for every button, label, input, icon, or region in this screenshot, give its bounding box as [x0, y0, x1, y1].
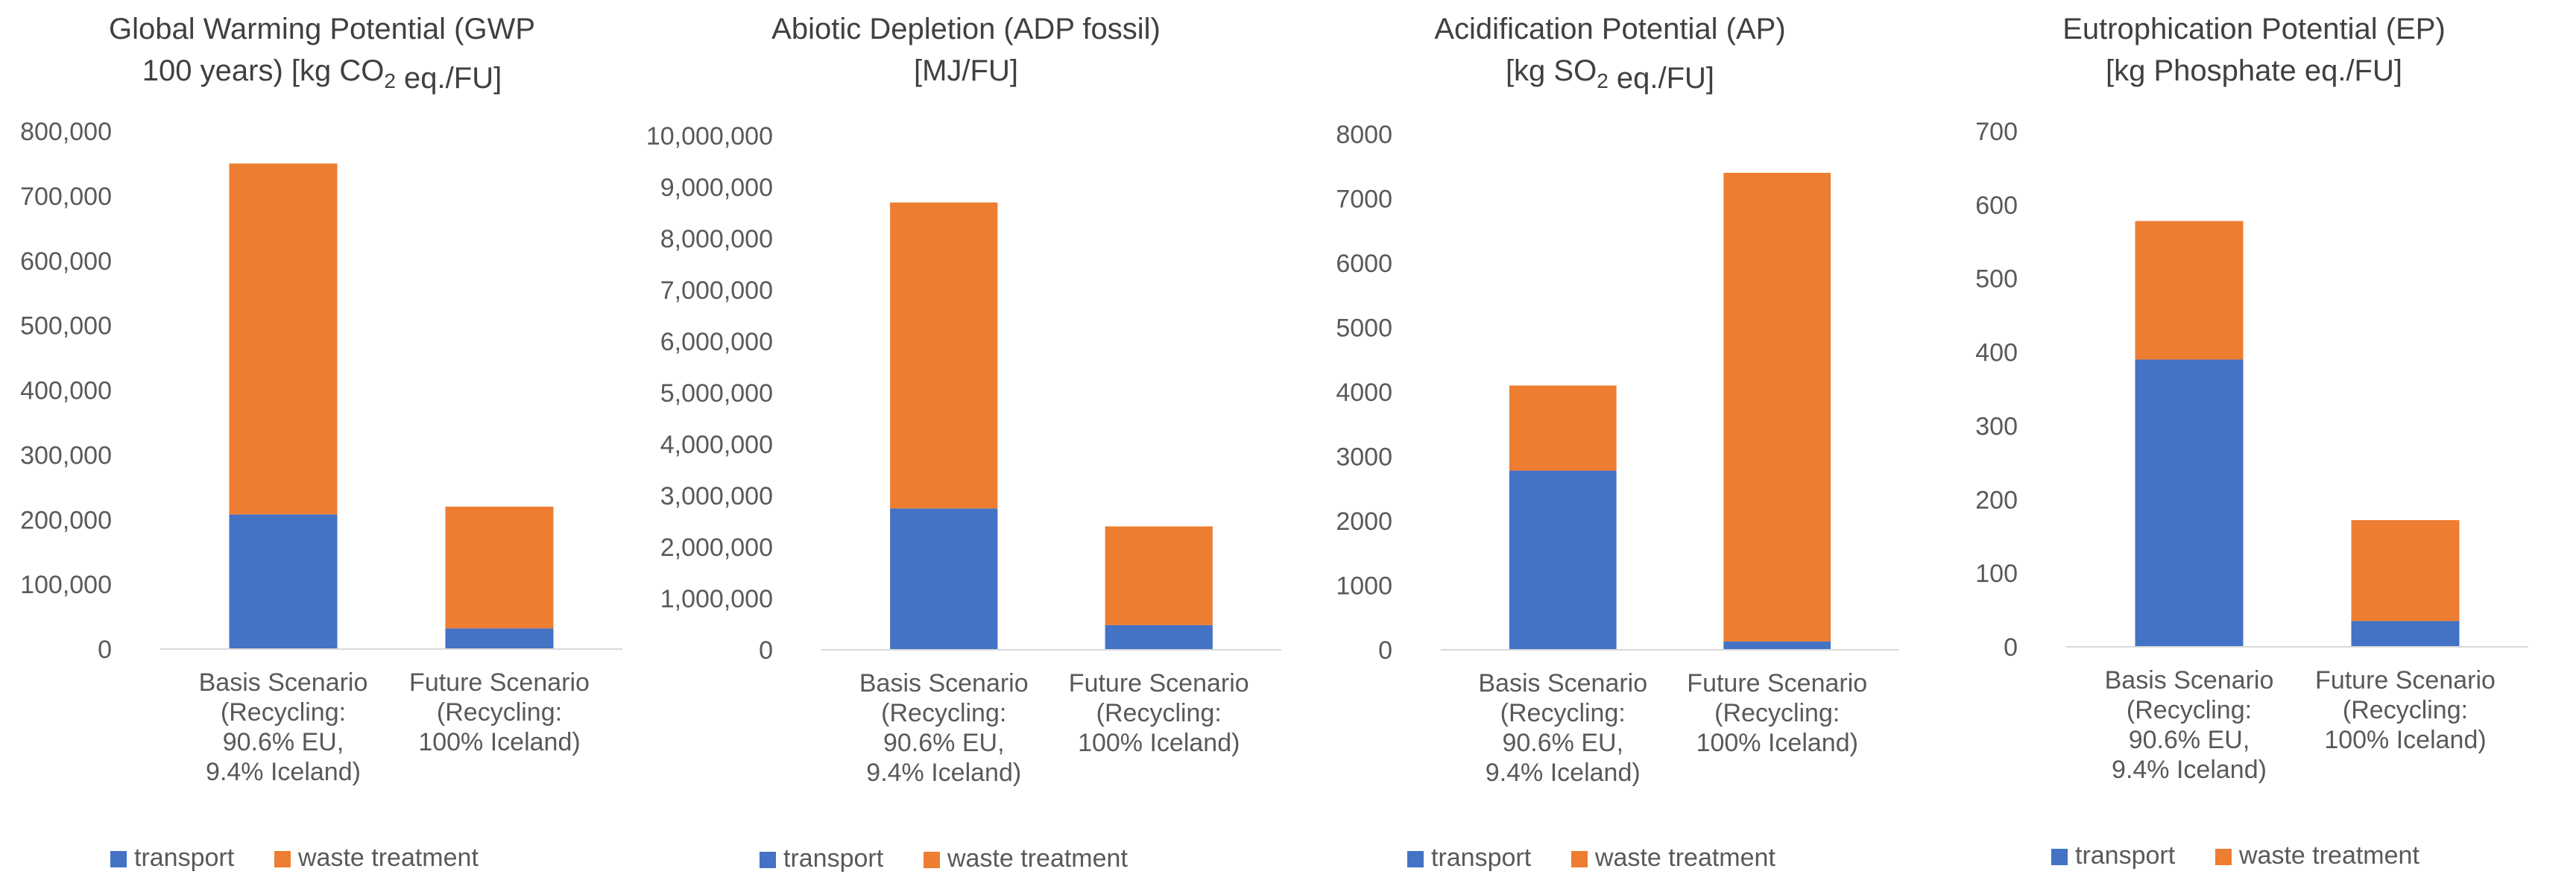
- y-tick-label: 2000: [1336, 507, 1392, 536]
- bar-segment-waste-treatment: [1509, 385, 1617, 471]
- y-tick-label: 400,000: [20, 377, 112, 405]
- legend-label: transport: [783, 844, 884, 873]
- bar-segment-transport: [229, 514, 338, 649]
- y-tick-label: 6000: [1336, 250, 1392, 278]
- y-tick-label: 100,000: [20, 571, 112, 599]
- legend-swatch: [274, 851, 291, 867]
- chart-title-line: Eutrophication Potential (EP): [2062, 13, 2446, 45]
- y-tick-label: 600,000: [20, 247, 112, 276]
- y-tick-label: 1,000,000: [660, 585, 773, 613]
- y-tick-label: 200: [1975, 486, 2018, 514]
- chart-ap-svg: Acidification Potential (AP) [kg SO2 eq./…: [1336, 13, 1899, 872]
- y-tick-label: 5,000,000: [660, 379, 773, 408]
- legend-swatch: [1407, 851, 1424, 867]
- legend-label: transport: [1431, 844, 1532, 872]
- y-tick-label: 700,000: [20, 183, 112, 211]
- y-tick-label: 600: [1975, 192, 2018, 220]
- y-tick-label: 300: [1975, 412, 2018, 440]
- chart-title-line: Global Warming Potential (GWP: [109, 13, 535, 45]
- y-tick-label: 800,000: [20, 118, 112, 146]
- y-tick-label: 3000: [1336, 443, 1392, 472]
- y-tick-label: 9,000,000: [660, 174, 773, 202]
- legend-swatch: [760, 852, 776, 868]
- bar-segment-waste-treatment: [2135, 221, 2244, 360]
- bar-segment-transport: [1105, 624, 1213, 650]
- chart-title-line: [kg Phosphate eq./FU]: [2106, 54, 2402, 87]
- chart-ap: Acidification Potential (AP) [kg SO2 eq./…: [1288, 0, 1932, 892]
- chart-adp: Abiotic Depletion (ADP fossil) [MJ/FU] 0 1,…: [644, 0, 1288, 892]
- category-label: Basis Scenario (Recycling: 90.6% EU, 9.4% I…: [1478, 669, 1647, 787]
- bar-segment-waste-treatment: [2351, 519, 2460, 621]
- y-tick-label: 0: [1378, 636, 1392, 665]
- y-tick-label: 6,000,000: [660, 328, 773, 356]
- chart-ep-svg: Eutrophication Potential (EP) [kg Phospha…: [1975, 13, 2528, 870]
- y-tick-label: 400: [1975, 339, 2018, 367]
- y-tick-label: 0: [2004, 633, 2018, 662]
- y-tick-label: 700: [1975, 118, 2018, 146]
- y-tick-label: 0: [759, 636, 773, 665]
- y-tick-label: 1000: [1336, 572, 1392, 601]
- y-tick-label: 7000: [1336, 186, 1392, 214]
- bar-segment-transport: [2351, 621, 2460, 647]
- legend-swatch: [2215, 849, 2232, 865]
- chart-title-line: 100 years) [kg CO2 eq./FU]: [142, 54, 502, 95]
- y-tick-label: 300,000: [20, 441, 112, 469]
- y-tick-label: 500,000: [20, 312, 112, 341]
- legend-label: transport: [134, 844, 235, 872]
- category-label: Future Scenario (Recycling: 100% Iceland): [2315, 666, 2496, 754]
- legend-label: waste treatment: [2238, 841, 2419, 870]
- bar-segment-transport: [2135, 359, 2244, 647]
- legend-swatch: [1571, 851, 1588, 867]
- y-tick-label: 500: [1975, 265, 2018, 294]
- y-tick-label: 10,000,000: [646, 122, 773, 151]
- legend-swatch: [924, 852, 940, 868]
- legend-label: waste treatment: [947, 844, 1128, 873]
- y-tick-label: 2,000,000: [660, 534, 773, 562]
- bar-segment-waste-treatment: [890, 202, 998, 509]
- category-label: Future Scenario (Recycling: 100% Iceland): [409, 668, 590, 756]
- bar-segment-transport: [890, 508, 998, 650]
- legend-swatch: [110, 851, 127, 867]
- chart-title-line: Acidification Potential (AP): [1434, 13, 1785, 45]
- chart-title-line: Abiotic Depletion (ADP fossil): [771, 13, 1161, 45]
- y-tick-label: 8,000,000: [660, 225, 773, 253]
- category-label: Basis Scenario (Recycling: 90.6% EU, 9.4% I…: [199, 668, 368, 786]
- y-tick-label: 4,000,000: [660, 431, 773, 459]
- chart-gwp: Global Warming Potential (GWP 100 years) …: [0, 0, 644, 892]
- legend-label: waste treatment: [297, 844, 479, 872]
- bar-segment-transport: [1509, 470, 1617, 650]
- y-tick-label: 200,000: [20, 506, 112, 534]
- y-tick-label: 100: [1975, 560, 2018, 588]
- chart-adp-svg: Abiotic Depletion (ADP fossil) [MJ/FU] 0 1,…: [646, 13, 1281, 873]
- chart-gwp-svg: Global Warming Potential (GWP 100 years) …: [20, 13, 622, 872]
- chart-title-line: [MJ/FU]: [914, 54, 1018, 87]
- category-label: Basis Scenario (Recycling: 90.6% EU, 9.4% I…: [2105, 666, 2274, 784]
- y-tick-label: 0: [98, 636, 112, 664]
- bar-segment-transport: [445, 628, 554, 649]
- legend-label: waste treatment: [1594, 844, 1775, 872]
- category-label: Basis Scenario (Recycling: 90.6% EU, 9.4% I…: [859, 669, 1029, 787]
- y-tick-label: 8000: [1336, 121, 1392, 149]
- y-tick-label: 7,000,000: [660, 276, 773, 305]
- bar-segment-waste-treatment: [229, 163, 338, 515]
- y-tick-label: 5000: [1336, 314, 1392, 343]
- chart-title-line: [kg SO2 eq./FU]: [1506, 54, 1714, 95]
- chart-ep: Eutrophication Potential (EP) [kg Phospha…: [1932, 0, 2576, 892]
- bar-segment-waste-treatment: [1723, 172, 1831, 642]
- y-tick-label: 4000: [1336, 379, 1392, 407]
- bar-segment-waste-treatment: [445, 506, 554, 629]
- legend-swatch: [2051, 849, 2068, 865]
- legend-label: transport: [2075, 841, 2176, 870]
- y-tick-label: 3,000,000: [660, 482, 773, 510]
- bar-segment-waste-treatment: [1105, 526, 1213, 625]
- category-label: Future Scenario (Recycling: 100% Iceland): [1687, 669, 1867, 757]
- category-label: Future Scenario (Recycling: 100% Iceland): [1069, 669, 1249, 757]
- bar-segment-transport: [1723, 641, 1831, 650]
